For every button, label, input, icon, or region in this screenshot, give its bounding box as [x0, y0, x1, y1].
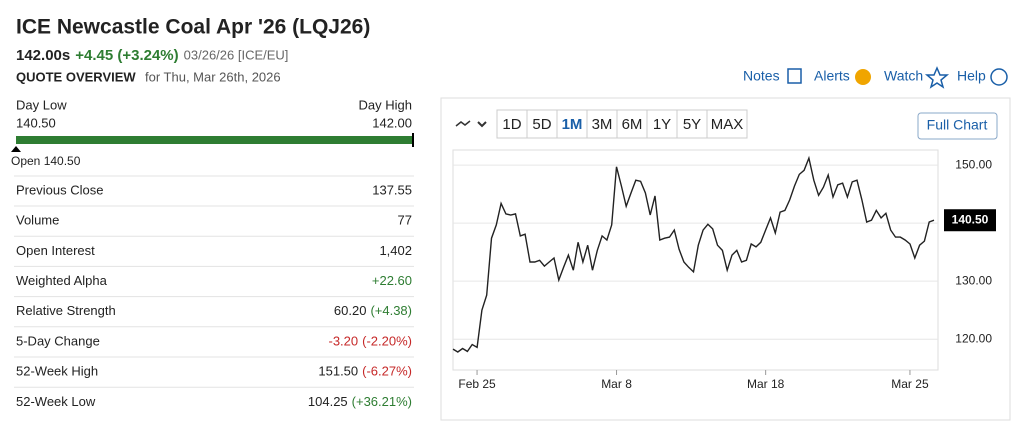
x-tick-label: Mar 8	[601, 377, 632, 391]
day-high-label: Day High	[359, 97, 412, 112]
row-value: 60.20	[334, 303, 367, 318]
day-high: 142.00	[372, 115, 412, 130]
alerts-icon[interactable]	[855, 69, 871, 85]
x-tick-label: Feb 25	[458, 377, 496, 391]
row-label: 52-Week High	[16, 364, 98, 379]
y-tick-label: 120.00	[955, 331, 992, 345]
range-label[interactable]: 5D	[532, 116, 551, 133]
last-price-box	[944, 209, 996, 232]
row-label: Volume	[16, 213, 59, 228]
range-label[interactable]: 1M	[562, 116, 583, 133]
help-link[interactable]: Help	[957, 68, 986, 84]
row-value: 104.25	[308, 394, 348, 409]
notes-link[interactable]: Notes	[743, 68, 780, 84]
alerts-link[interactable]: Alerts	[814, 68, 850, 84]
row-label: Open Interest	[16, 243, 95, 258]
row-change: (+36.21%)	[352, 394, 412, 409]
chart-type-icon[interactable]	[455, 120, 471, 127]
range-label[interactable]: 1Y	[653, 116, 671, 133]
row-value: -3.20	[329, 333, 359, 348]
range-button[interactable]	[706, 109, 748, 139]
full-chart-button[interactable]	[917, 112, 998, 140]
row-label: Relative Strength	[16, 303, 116, 318]
title: ICE Newcastle Coal Apr '26 (LQJ26)	[16, 16, 370, 39]
row-label: Weighted Alpha	[16, 273, 108, 288]
range-label[interactable]: 5Y	[683, 116, 701, 133]
day-low: 140.50	[16, 115, 56, 130]
row-label: Previous Close	[16, 182, 103, 197]
help-icon[interactable]	[990, 68, 1008, 86]
row-label: 52-Week Low	[16, 394, 96, 409]
row-value: +22.60	[372, 273, 412, 288]
watch-link[interactable]: Watch	[884, 68, 923, 84]
range-label[interactable]: 1D	[502, 116, 521, 133]
chart-panel	[440, 97, 1011, 421]
price: 142.00s	[16, 47, 70, 64]
row-label: 5-Day Change	[16, 333, 100, 348]
y-tick-label: 130.00	[955, 273, 992, 287]
row-value: 77	[398, 213, 412, 228]
overview-heading: QUOTE OVERVIEW	[16, 69, 136, 84]
x-tick-label: Mar 25	[891, 377, 929, 391]
chart-type-caret[interactable]	[477, 121, 487, 128]
row-value: 1,402	[379, 243, 412, 258]
range-button[interactable]	[526, 109, 558, 139]
range-button[interactable]	[586, 109, 618, 139]
range-button[interactable]	[646, 109, 678, 139]
day-low-label: Day Low	[16, 97, 67, 112]
plot-area	[452, 149, 939, 371]
price-change: +4.45 (+3.24%)	[75, 47, 178, 64]
quote-meta: 03/26/26 [ICE/EU]	[184, 47, 289, 62]
range-label[interactable]: 6M	[622, 116, 643, 133]
range-label[interactable]: MAX	[711, 116, 744, 133]
open-label: Open 140.50	[11, 154, 81, 168]
range-marker	[412, 133, 414, 147]
row-change: (+4.38)	[370, 303, 412, 318]
open-marker	[11, 146, 21, 152]
last-price-label: 140.50	[952, 212, 989, 226]
row-value: 137.55	[372, 182, 412, 197]
price-line	[452, 155, 935, 353]
y-tick-label: 150.00	[955, 157, 992, 171]
day-range-bar	[16, 136, 414, 144]
watch-icon[interactable]	[924, 66, 950, 89]
row-change: (-2.20%)	[362, 333, 412, 348]
row-change: (-6.27%)	[362, 364, 412, 379]
x-tick-label: Mar 18	[747, 377, 785, 391]
notes-icon[interactable]	[787, 68, 802, 84]
full-chart-label[interactable]: Full Chart	[927, 117, 988, 133]
range-label[interactable]: 3M	[592, 116, 613, 133]
row-value: 151.50	[318, 364, 358, 379]
overview-date: for Thu, Mar 26th, 2026	[145, 69, 281, 84]
